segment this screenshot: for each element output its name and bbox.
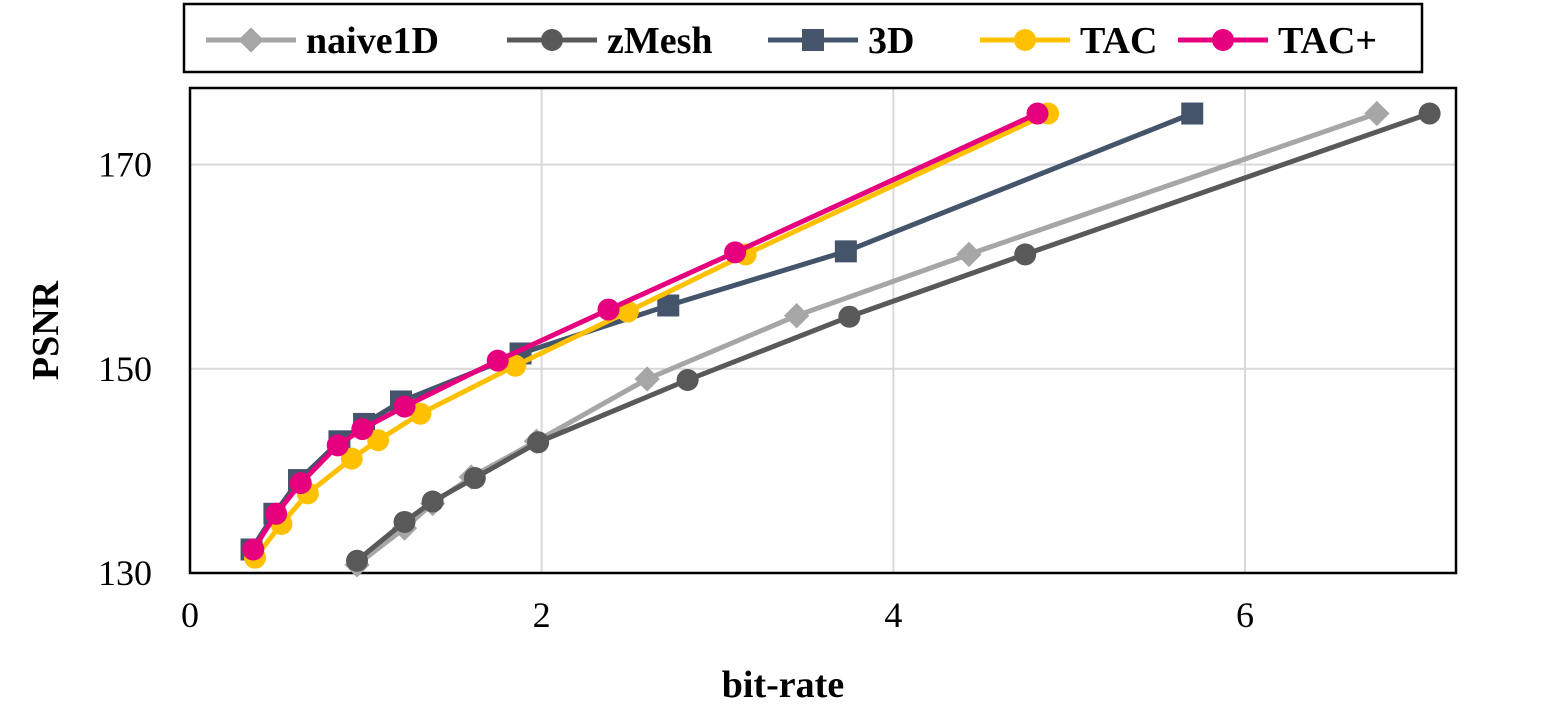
- y-axis-title: PSNR: [25, 280, 67, 380]
- point-tac: [504, 354, 527, 377]
- legend-entry-tac: TAC: [980, 20, 1157, 62]
- legend-marker-zmesh: [541, 29, 563, 51]
- point-tac: [265, 502, 288, 525]
- point-tac: [393, 395, 416, 418]
- x-axis-title: bit-rate: [722, 664, 844, 706]
- x-tick-label: 0: [181, 595, 199, 635]
- point-tac: [289, 472, 312, 495]
- legend-entry-tac: TAC+: [1178, 20, 1377, 62]
- point-tac: [242, 538, 265, 561]
- point-tac: [351, 418, 374, 441]
- point-3d: [1181, 102, 1204, 125]
- point-naive1d: [1364, 100, 1390, 127]
- legend-label-tac: TAC+: [1278, 20, 1377, 62]
- point-tac: [486, 349, 509, 372]
- point-zmesh: [346, 549, 369, 572]
- point-zmesh: [463, 467, 486, 490]
- point-tac: [616, 300, 639, 323]
- y-tick-label: 170: [98, 145, 152, 185]
- x-tick-label: 4: [884, 595, 902, 635]
- x-tick-label: 6: [1236, 595, 1254, 635]
- point-tac: [367, 429, 390, 452]
- series-line-3d: [249, 111, 1195, 552]
- point-tac: [724, 241, 747, 264]
- point-3d: [834, 240, 857, 263]
- point-tac: [340, 447, 363, 470]
- point-tac: [597, 298, 620, 321]
- series-tac: [244, 102, 1060, 569]
- legend-entry-zmesh: zMesh: [507, 20, 713, 62]
- legend: naive1D zMesh 3D TAC TAC+: [182, 2, 1424, 74]
- series-3d: [240, 102, 1204, 561]
- point-zmesh: [838, 305, 861, 328]
- series-naive1d: [344, 100, 1390, 578]
- series-line-naive1d: [354, 111, 1380, 568]
- y-tick-label: 150: [98, 349, 152, 389]
- series-line-tac: [252, 111, 1051, 561]
- legend-marker-tac: [1014, 29, 1036, 51]
- series-line-tac: [250, 111, 1040, 552]
- legend-marker-tac: [1212, 29, 1234, 51]
- axis-ticks: 0 2 4 6 130 150 170: [98, 145, 1254, 635]
- point-naive1d: [783, 303, 810, 329]
- point-zmesh: [1014, 243, 1037, 266]
- legend-marker-3d: [802, 29, 824, 51]
- legend-label-tac: TAC: [1080, 20, 1157, 62]
- legend-label-zmesh: zMesh: [607, 20, 713, 62]
- series-zmesh: [346, 102, 1441, 572]
- legend-entry-3d: 3D: [768, 20, 914, 62]
- x-tick-label: 2: [533, 595, 551, 635]
- legend-marker-naive1d: [238, 27, 264, 53]
- point-zmesh: [1418, 102, 1441, 125]
- point-naive1d: [956, 241, 982, 268]
- point-zmesh: [421, 490, 444, 513]
- legend-label-3d: 3D: [868, 20, 914, 62]
- point-zmesh: [393, 510, 416, 533]
- point-zmesh: [527, 431, 550, 454]
- point-tac: [326, 434, 349, 457]
- point-naive1d: [634, 366, 660, 392]
- plot-area: [188, 86, 1458, 575]
- grid-lines: [190, 88, 1456, 573]
- series-lines: [240, 100, 1441, 578]
- point-zmesh: [676, 369, 699, 392]
- legend-label-naive1d: naive1D: [306, 20, 439, 62]
- series-tac: [242, 102, 1049, 561]
- point-3d: [657, 294, 680, 317]
- legend-entry-naive1d: naive1D: [206, 20, 439, 62]
- y-tick-label: 130: [98, 553, 152, 593]
- point-tac: [1026, 102, 1049, 125]
